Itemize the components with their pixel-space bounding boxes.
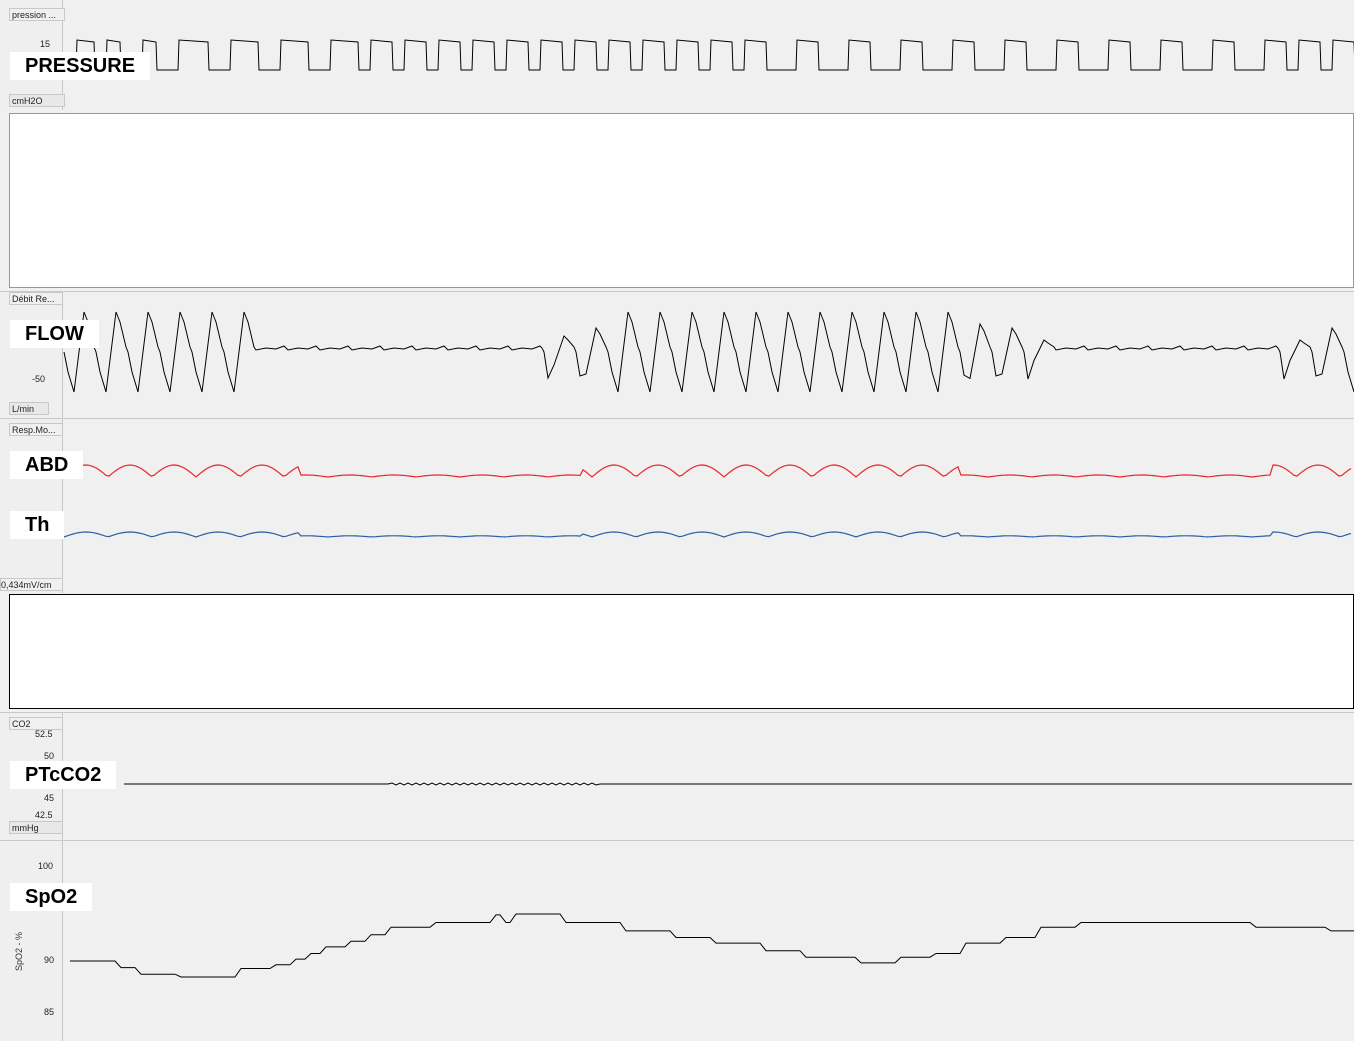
co2-tick-50: 50 (44, 751, 55, 761)
co2-unit[interactable]: mmHg (9, 821, 63, 834)
pressure-trace (64, 39, 1354, 71)
co2-signal-label: PTcCO2 (10, 761, 117, 789)
spo2-tick-85: 85 (44, 1007, 55, 1017)
spo2-signal-label: SpO2 (10, 883, 93, 911)
flow-header[interactable]: Débit Re... (9, 292, 63, 305)
resp-trace (63, 464, 1352, 538)
co2-tick-top: 52.5 (35, 729, 53, 739)
spo2-trace (70, 913, 1354, 978)
flow-tick-neg50: -50 (32, 374, 46, 384)
resp-scale[interactable]: 0,434mV/cm (0, 578, 63, 591)
spo2-tick-90: 90 (44, 955, 55, 965)
pressure-unit[interactable]: cmH2O (9, 94, 65, 107)
flow-unit[interactable]: L/min (9, 402, 49, 415)
pressure-signal-label: PRESSURE (10, 52, 151, 80)
flow-trace (63, 311, 1354, 393)
co2-channel: CO2 52.5 50 45 42.5 mmHg PTcCO2 (0, 712, 1354, 841)
th-signal-label: Th (10, 511, 65, 539)
pressure-header[interactable]: pression ... (9, 8, 65, 21)
flow-axis (0, 292, 63, 418)
co2-trace (124, 782, 1352, 786)
flow-channel: Débit Re... -50 L/min FLOW (0, 291, 1354, 418)
flow-signal-label: FLOW (10, 320, 99, 348)
resp-channel: Resp.Mo... 0,434mV/cm ABD Th (0, 418, 1354, 593)
co2-tick-45: 45 (44, 793, 55, 803)
resp-header[interactable]: Resp.Mo... (9, 423, 63, 436)
co2-tick-42-5: 42.5 (35, 810, 53, 820)
spo2-tick-100: 100 (38, 861, 54, 871)
pressure-tick-15: 15 (40, 39, 51, 49)
pressure-channel: pression ... 15 cmH2O PRESSURE (0, 0, 1354, 110)
empty-channel-pane-2[interactable] (9, 594, 1354, 709)
co2-header[interactable]: CO2 (9, 717, 63, 730)
spo2-axis (0, 841, 63, 1041)
spo2-channel: 100 90 85 SpO2 - % SpO2 (0, 840, 1354, 1041)
abd-signal-label: ABD (10, 451, 84, 479)
resp-axis (0, 419, 63, 593)
empty-channel-pane-1[interactable] (9, 113, 1354, 288)
